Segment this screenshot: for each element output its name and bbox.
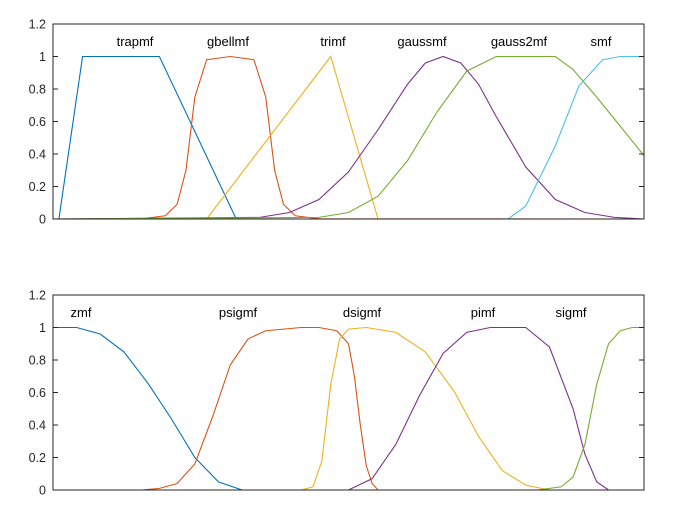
- curve-label-dsigmf: dsigmf: [343, 305, 382, 320]
- y-tick-label: 0: [39, 213, 46, 227]
- y-tick-label: 0.8: [29, 83, 46, 97]
- curve-label-trimf: trimf: [320, 34, 346, 49]
- series-line-sigmf: [53, 326, 644, 490]
- series-line-gaussmf: [53, 55, 644, 219]
- chart-panel-1: 0 0.2 0.4 0.6 0.8 1 1.2 trapmf gbellmf trimf gauss…: [29, 18, 645, 227]
- series-line-trimf: [53, 55, 644, 219]
- y-tick-label: 0.2: [29, 180, 46, 194]
- curve-label-psigmf: psigmf: [219, 305, 258, 320]
- y-tick-label: 1: [39, 321, 46, 335]
- series-line-smf: [53, 55, 644, 219]
- y-tick-label: 0.6: [29, 386, 46, 400]
- curve-label-pimf: pimf: [471, 305, 496, 320]
- y-tick-label: 0.2: [29, 451, 46, 465]
- curve-label-smf: smf: [591, 34, 612, 49]
- series-line-gauss2mf: [53, 55, 644, 219]
- curve-label-gaussmf: gaussmf: [397, 34, 447, 49]
- y-tick-label: 0.4: [29, 148, 46, 162]
- axes-box: [52, 294, 645, 491]
- curve-label-trapmf: trapmf: [117, 34, 154, 49]
- curve-label-gauss2mf: gauss2mf: [491, 34, 548, 49]
- series-line-zmf: [53, 326, 644, 490]
- y-tick-label: 0.8: [29, 354, 46, 368]
- y-tick-label: 0.4: [29, 419, 46, 433]
- series-line-gbellmf: [53, 55, 644, 219]
- y-tick-label: 0.6: [29, 115, 46, 129]
- series-line-pimf: [53, 326, 644, 490]
- chart-panel-2: 0 0.2 0.4 0.6 0.8 1 1.2 zmf psigmf dsigmf pimf sigm…: [29, 289, 645, 498]
- axes-box: [52, 23, 645, 220]
- y-tick-label: 1.2: [29, 289, 46, 303]
- curve-label-zmf: zmf: [71, 305, 92, 320]
- y-tick-label: 1.2: [29, 18, 46, 32]
- series-line-psigmf: [53, 326, 644, 490]
- curve-label-gbellmf: gbellmf: [207, 34, 249, 49]
- y-tick-label: 0: [39, 484, 46, 498]
- series-line-trapmf: [53, 55, 644, 219]
- series-line-dsigmf: [53, 326, 644, 490]
- y-tick-label: 1: [39, 50, 46, 64]
- curve-label-sigmf: sigmf: [555, 305, 586, 320]
